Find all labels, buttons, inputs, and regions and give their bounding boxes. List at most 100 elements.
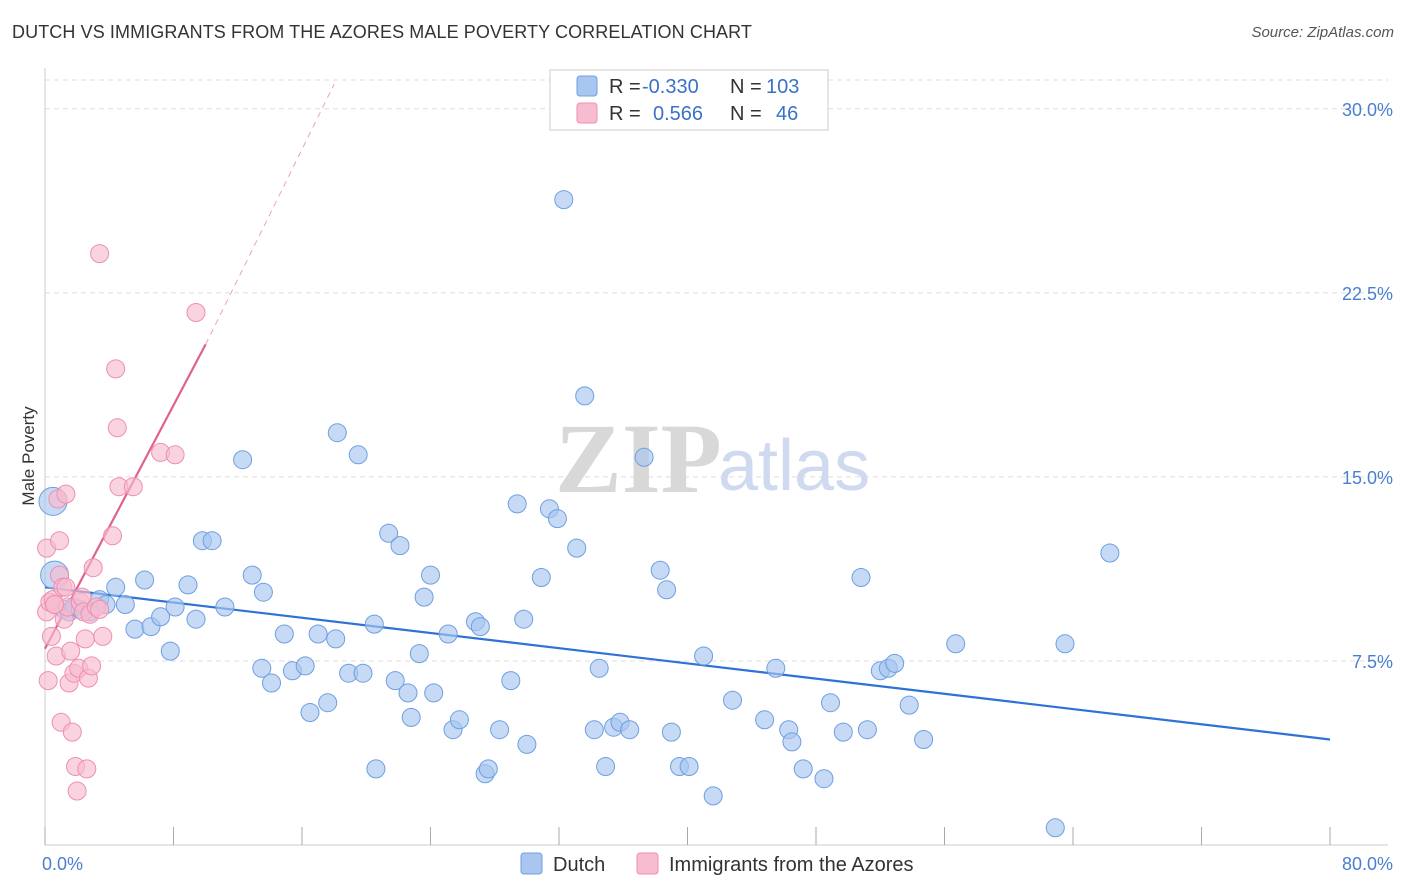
dutch-point-46 [414,587,434,607]
azores-point-40 [123,477,143,497]
dutch-point-49 [438,624,458,644]
dutch-point-96 [914,730,934,749]
dutch-point-87 [814,769,834,789]
dutch-point-42 [390,536,410,556]
azores-point-26 [75,629,95,649]
watermark-atlas: atlas [718,426,870,506]
dutch-point-17 [178,575,198,595]
dutch-point-15 [160,641,180,661]
dutch-point-32 [318,693,338,713]
dutch-point-86 [793,759,813,779]
dutch-point-43 [398,683,418,703]
dutch-point-91 [857,720,877,740]
y-tick-label-0: 7.5% [1352,652,1393,672]
dutch-point-85 [782,732,802,752]
axes [44,68,1388,846]
chart-title: DUTCH VS IMMIGRANTS FROM THE AZORES MALE… [12,22,753,42]
dutch-point-63 [547,509,567,529]
azores-point-38 [107,418,127,438]
legend-r-label-dutch: R = [609,76,641,98]
dutch-point-23 [242,565,262,585]
azores-points [37,244,206,801]
dutch-point-48 [424,683,444,703]
dutch-point-68 [589,658,609,678]
dutch-point-29 [295,656,315,676]
legend-r-value-dutch: -0.330 [642,76,699,98]
azores-point-44 [45,595,65,614]
y-tick-label-2: 22.5% [1342,284,1393,304]
dutch-point-100 [1100,543,1120,563]
dutch-point-72 [620,720,640,740]
azores-point-4 [41,626,61,646]
dutch-point-79 [694,646,714,666]
azores-point-34 [93,626,113,646]
bottom-legend-swatch-azores [636,852,659,875]
legend-n-value-azores: 46 [776,103,798,125]
dutch-point-75 [657,580,677,600]
dutch-point-24 [253,582,273,602]
azores-trend-extension [205,84,335,345]
dutch-point-34 [327,423,347,443]
azores-point-35 [90,244,110,264]
dutch-point-88 [821,693,840,713]
dutch-point-51 [449,710,469,730]
legend-r-value-azores: 0.566 [653,103,703,125]
dutch-point-83 [766,658,786,678]
dutch-point-41 [385,671,405,691]
dutch-point-39 [366,759,386,779]
azores-point-42 [165,445,185,465]
azores-point-36 [103,526,122,546]
dutch-point-74 [650,560,670,580]
x-tick-label-1: 80.0% [1342,854,1393,874]
bottom-legend-swatch-dutch [520,852,543,875]
dutch-point-58 [507,494,527,514]
dutch-point-26 [262,673,281,693]
dutch-point-31 [308,624,328,644]
dutch-point-30 [300,703,320,722]
dutch-point-55 [478,759,498,779]
source-label: Source: ZipAtlas.com [1251,24,1394,41]
dutch-trend-line [44,586,1331,741]
azores-point-30 [82,656,102,676]
dutch-point-60 [517,734,537,754]
legend-n-value-dutch: 103 [766,76,799,98]
watermark: ZIP atlas [555,403,870,514]
dutch-point-69 [596,757,616,776]
dutch-point-65 [567,538,587,558]
legend-r-label-azores: R = [609,103,641,125]
dutch-point-73 [634,447,654,467]
azores-point-43 [186,303,206,322]
tick-labels: 7.5% 15.0% 22.5% 30.0% 0.0% 80.0% [42,100,1393,874]
legend-n-label-dutch: N = [730,76,762,98]
dutch-point-66 [575,386,595,406]
dutch-point-81 [723,690,742,710]
azores-point-37 [106,359,126,379]
dutch-point-56 [490,720,510,740]
dutch-point-27 [274,624,294,644]
azores-point-27 [77,759,97,779]
dutch-point-57 [501,671,521,691]
bottom-legend: Dutch Immigrants from the Azores [520,852,914,876]
azores-point-21 [67,781,87,801]
dutch-point-47 [421,565,440,585]
dutch-point-16 [165,597,185,617]
y-tick-label-1: 15.0% [1342,468,1393,488]
dutch-point-64 [554,190,574,210]
dutch-point-44 [401,707,421,727]
azores-point-9 [50,531,69,551]
dutch-point-78 [679,757,699,776]
azores-point-17 [61,641,81,661]
top-legend: R = -0.330 N = 103 R = 0.566 N = 46 [549,69,829,131]
dutch-point-82 [755,710,775,730]
dutch-point-14 [151,607,171,627]
x-tick-label-0: 0.0% [42,854,83,874]
dutch-point-53 [470,617,490,637]
legend-swatch-azores [576,102,598,124]
bottom-legend-label-azores: Immigrants from the Azores [669,854,914,876]
dutch-point-45 [409,644,429,664]
dutch-point-67 [584,720,604,740]
dutch-point-19 [186,609,206,629]
dutch-point-10 [115,595,135,614]
gridlines [45,79,1388,662]
dutch-point-99 [1055,634,1075,654]
